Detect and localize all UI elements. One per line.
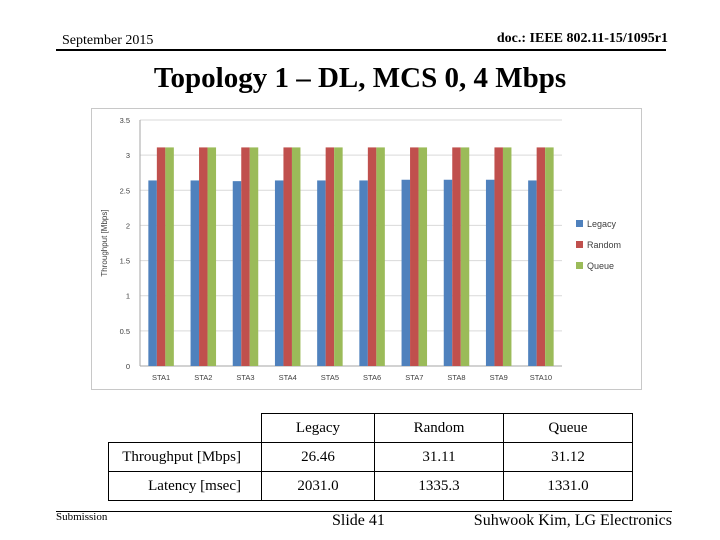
table-row: Latency [msec] 2031.0 1335.3 1331.0 (108, 471, 633, 501)
y-tick-label: 3 (126, 151, 130, 160)
bar-random (367, 147, 377, 366)
bar-legacy (190, 180, 200, 366)
y-tick-label: 1.5 (120, 257, 130, 266)
cell-throughput-legacy: 26.46 (261, 442, 375, 472)
bar-legacy (485, 179, 495, 366)
bar-random (283, 147, 292, 366)
slide-title: Topology 1 – DL, MCS 0, 4 Mbps (153, 62, 567, 94)
bar-queue (502, 147, 512, 366)
bar-random (536, 147, 546, 366)
cell-throughput-queue: 31.12 (503, 442, 633, 472)
bar-random (241, 147, 250, 366)
x-tick-label: STA5 (321, 373, 339, 382)
y-tick-label: 3.5 (120, 116, 130, 125)
bar-queue (165, 147, 174, 366)
x-tick-label: STA7 (405, 373, 423, 382)
legend-swatch-random (576, 241, 583, 248)
footer-slide-number: Slide 41 (332, 512, 385, 529)
footer-divider (56, 511, 672, 512)
bar-legacy (232, 181, 242, 366)
table-row: Throughput [Mbps] 26.46 31.11 31.12 (108, 442, 633, 472)
bar-random (199, 147, 208, 366)
bar-random (410, 147, 419, 366)
x-tick-label: STA9 (490, 373, 508, 382)
legend-swatch-queue (576, 262, 583, 269)
cell-throughput-random: 31.11 (374, 442, 504, 472)
bar-queue (207, 147, 217, 366)
col-header-queue: Queue (503, 413, 633, 443)
x-tick-label: STA4 (279, 373, 297, 382)
bar-random (325, 147, 335, 366)
footer-author: Suhwook Kim, LG Electronics (473, 512, 672, 529)
footer-submission: Submission (56, 511, 108, 523)
bar-random (494, 147, 503, 366)
table-header-row: Legacy Random Queue (108, 413, 633, 443)
bar-legacy (317, 180, 326, 366)
x-tick-label: STA10 (530, 373, 552, 382)
row-label-throughput: Throughput [Mbps] (108, 442, 262, 472)
x-tick-label: STA6 (363, 373, 381, 382)
bar-random (452, 147, 461, 366)
col-header-random: Random (374, 413, 504, 443)
chart-container: 0 0.5 1 1.5 2 2.5 3 3.5 Throughput [Mbps] STA1 STA… (91, 108, 642, 390)
cell-latency-queue: 1331.0 (503, 471, 633, 501)
y-tick-label: 2 (126, 221, 130, 230)
bar-legacy (443, 179, 453, 366)
header-divider (56, 49, 666, 51)
bar-queue (249, 147, 259, 366)
col-header-legacy: Legacy (261, 413, 375, 443)
legend-label-random: Random (587, 240, 621, 250)
y-axis-label: Throughput [Mbps] (100, 209, 109, 276)
bar-queue (291, 147, 301, 366)
bar-legacy (359, 180, 368, 366)
legend-swatch-legacy (576, 220, 583, 227)
table-corner (108, 413, 262, 443)
throughput-bar-chart: 0 0.5 1 1.5 2 2.5 3 3.5 Throughput [Mbps] STA1 STA… (100, 116, 621, 382)
header-doc-id: doc.: IEEE 802.11-15/1095r1 (496, 31, 668, 46)
y-tick-label: 0 (126, 362, 130, 371)
x-tick-label: STA3 (236, 373, 254, 382)
legend-label-legacy: Legacy (587, 219, 617, 229)
bar-queue (334, 147, 343, 366)
bar-legacy (528, 180, 537, 366)
header-date: September 2015 (62, 33, 154, 48)
bar-legacy (274, 180, 284, 366)
bar-queue (418, 147, 428, 366)
bar-random (156, 147, 166, 366)
y-tick-label: 0.5 (120, 327, 130, 336)
bar-queue (545, 147, 554, 366)
bar-queue (376, 147, 385, 366)
row-label-latency: Latency [msec] (108, 471, 262, 501)
results-table: Legacy Random Queue Throughput [Mbps] 26… (108, 413, 633, 501)
cell-latency-random: 1335.3 (374, 471, 504, 501)
x-tick-label: STA1 (152, 373, 170, 382)
cell-latency-legacy: 2031.0 (261, 471, 375, 501)
legend-label-queue: Queue (587, 261, 614, 271)
y-tick-label: 2.5 (120, 186, 130, 195)
bar-legacy (401, 179, 411, 366)
bar-legacy (148, 180, 157, 366)
y-tick-label: 1 (126, 292, 130, 301)
x-tick-label: STA8 (447, 373, 465, 382)
bar-queue (460, 147, 470, 366)
x-tick-label: STA2 (194, 373, 212, 382)
